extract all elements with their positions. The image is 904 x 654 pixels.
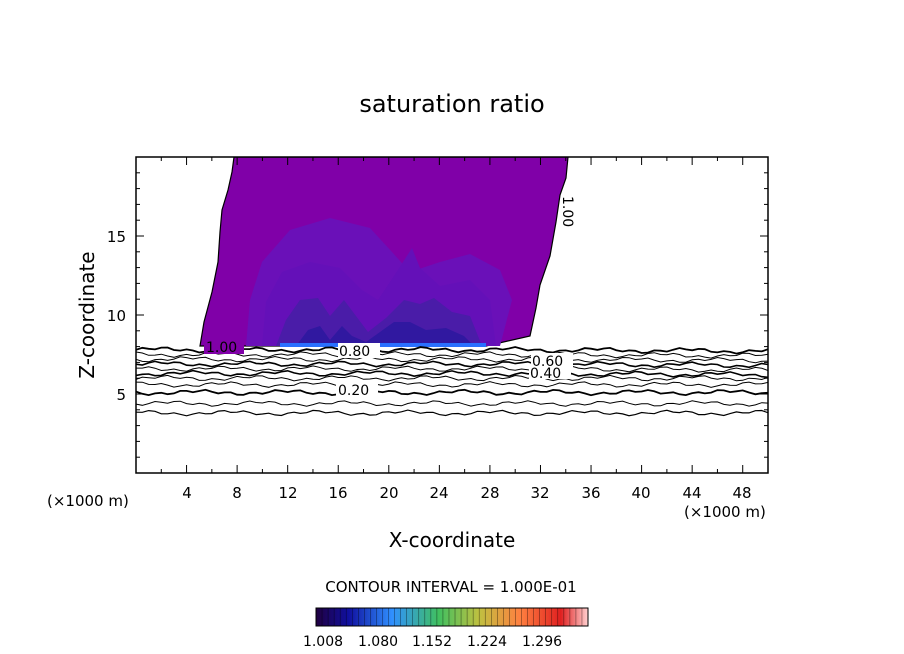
x-tick-label: 12: [278, 484, 297, 502]
x-tick-label: 28: [480, 484, 499, 502]
contour-label-2: 0.80: [339, 344, 370, 360]
x-tick-label: 4: [182, 484, 192, 502]
contour-line: [136, 400, 768, 407]
contour-line: [136, 351, 768, 359]
label-bg: [204, 339, 244, 354]
region-layer-4: [296, 322, 474, 346]
contour-line: [136, 374, 768, 382]
x-tick-label: 36: [581, 484, 600, 502]
label-bg: [529, 366, 571, 379]
x-tick-label: 8: [232, 484, 242, 502]
colorbar-stripes: [321, 608, 583, 626]
y-axis-label: Z-coordinate: [75, 251, 99, 378]
x-unit-label-left: (×1000 m): [47, 492, 129, 510]
label-bg: [531, 353, 573, 367]
contour-lines: [136, 346, 768, 417]
x-tick-label: 20: [379, 484, 398, 502]
contour-label-5: 0.20: [338, 383, 369, 399]
y-tick-labels: 5 10 15: [107, 228, 126, 404]
colorbar-tick-label: 1.080: [358, 634, 398, 650]
contour-labels: 1.00 0.80 0.60 0.40 0.20 1.00: [204, 196, 575, 399]
colorbar-tick-label: 1.008: [303, 634, 343, 650]
colorbar: 1.008 1.080 1.152 1.224 1.296: [303, 607, 589, 650]
plot-area: 1.00 0.80 0.60 0.40 0.20 1.00: [135, 156, 769, 474]
filled-region: [199, 157, 569, 347]
x-tick-label: 48: [732, 484, 751, 502]
y-tick-label: 10: [107, 307, 126, 325]
label-bg: [336, 382, 378, 397]
colorbar-tick-label: 1.296: [522, 634, 562, 650]
contour-line: [136, 381, 768, 388]
x-unit-label-right: (×1000 m): [684, 503, 766, 521]
contour-line: [136, 388, 768, 397]
contour-line: [136, 369, 768, 379]
x-tick-label: 44: [682, 484, 701, 502]
contour-line: [136, 360, 768, 369]
contour-label-6: 1.00: [559, 196, 575, 227]
axis-ticks: [136, 157, 768, 473]
contour-interval-text: CONTOUR INTERVAL = 1.000E-01: [325, 578, 576, 596]
label-bg: [338, 343, 380, 358]
bright-band: [280, 343, 486, 347]
x-tick-label: 16: [328, 484, 347, 502]
colorbar-gradient: [315, 607, 589, 627]
y-tick-label: 15: [107, 228, 126, 246]
contour-line: [136, 355, 768, 364]
x-tick-labels: 4 8 12 16 20 24 28 32 36 40 44 48: [182, 484, 751, 502]
colorbar-tick-label: 1.152: [412, 634, 452, 650]
y-tick-label: 5: [116, 386, 126, 404]
contour-label-4: 0.40: [530, 366, 561, 382]
colorbar-tick-label: 1.224: [467, 634, 507, 650]
x-tick-label: 40: [631, 484, 650, 502]
x-tick-label: 32: [530, 484, 549, 502]
x-axis-label: X-coordinate: [389, 528, 516, 552]
contour-line: [136, 409, 768, 417]
chart-title: saturation ratio: [359, 90, 544, 118]
contour-line: [136, 365, 768, 373]
x-tick-label: 24: [429, 484, 448, 502]
contour-label-1: 1.00: [206, 340, 237, 356]
